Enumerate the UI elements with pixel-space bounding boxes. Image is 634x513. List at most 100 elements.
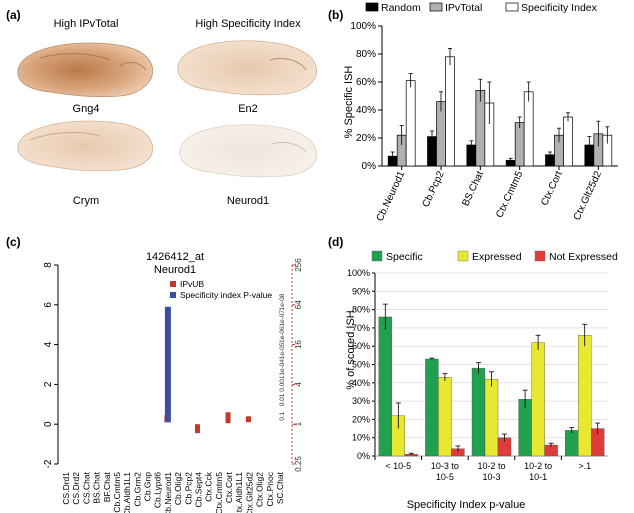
d-bar (438, 377, 452, 457)
c-legend-swatch (170, 281, 176, 287)
c-x-tick-label: Ctx.Pnoc (265, 471, 275, 506)
c-x-tick-label: Cb.Cmtm5 (112, 472, 122, 513)
c-x-tick-label: Ctx.Glt25d2 (244, 472, 254, 513)
b-y-tick-label: 60% (356, 77, 376, 88)
d-bar (531, 342, 545, 457)
c-x-tick-label: Ctx.Cmtm5 (214, 472, 224, 513)
d-legend-swatch (534, 250, 546, 262)
d-legend-label: Not Expressed (549, 251, 618, 263)
d-x-tick-label: 10-3 to 10-5 (431, 461, 459, 482)
panel-d-axes: 0% 10% 20% 30% 40% 50% 60% 70% 80% 90% 100% < 10-5 1… (347, 268, 608, 482)
c-x-tick-label: BF.Chat (102, 471, 112, 502)
c-x-tick-label: Cb.Aldh1L1 (122, 472, 132, 513)
c-x-tick-label: BS.Chat (92, 471, 102, 503)
b-x-tick-label: Ctx.Cort (539, 169, 565, 207)
panel-a: (a) High IPvTotal High Specificity Index… (6, 8, 318, 207)
b-bar (475, 90, 486, 167)
col-right-title: High Specificity Index (195, 18, 301, 30)
b-x-tick-label: Cb.Pcp2 (421, 169, 447, 209)
c-y-tick-label: -2 (43, 459, 54, 468)
c-x-tick-label: Cb.Olig2 (173, 472, 183, 505)
c-bar (164, 306, 171, 423)
panel-d: (d) Specific Expressed Not Expressed % of … (328, 235, 618, 511)
c-x-tick-label: Ctx.Cort (224, 471, 234, 503)
d-x-tick-label-line: 10-1 (529, 472, 547, 482)
c-right-small-label: 0.001 (279, 375, 286, 392)
d-y-tick-label: 60% (352, 341, 370, 351)
b-legend-label: IPvTotal (445, 2, 482, 14)
c-y-tick-label: 4 (43, 341, 54, 347)
c-legend-swatch (170, 292, 176, 298)
d-x-tick-label-line: 10-3 (482, 472, 500, 482)
panel-c-axes: -2024680.251416642560.10.010.0011e-041e-… (43, 258, 303, 513)
gene-label-gng4: Gng4 (73, 103, 100, 115)
brain-image-neurod1 (179, 124, 318, 178)
c-right-tick-label: 64 (294, 300, 303, 309)
c-bar (225, 412, 231, 424)
d-legend-label: Expressed (472, 251, 522, 263)
c-x-tick-label: Ctx.Aldh1L1 (234, 472, 244, 513)
d-y-tick-label: 90% (352, 286, 370, 296)
c-legend-label: Specificity index P-value (180, 290, 272, 300)
brain-image-crym (17, 120, 154, 172)
panel-d-tag: (d) (328, 235, 343, 249)
d-y-tick-label: 100% (347, 268, 370, 278)
panel-d-legend: Specific Expressed Not Expressed (371, 250, 618, 263)
panel-b-bars (387, 48, 613, 167)
panel-c-subtitle: Neurod1 (154, 264, 196, 276)
gene-label-en2: En2 (238, 103, 258, 115)
panel-c: (c) 1426412_at Neurod1 -2 0 2 4 6 8 0.25 1 4 16 64… (6, 235, 303, 513)
d-x-tick-label: 10-2 to 10-3 (477, 461, 505, 482)
b-legend-swatch (505, 2, 519, 12)
b-y-tick-label: 0% (362, 161, 377, 172)
d-y-tick-label: 70% (352, 323, 370, 333)
c-y-tick-label: 8 (43, 262, 54, 268)
c-x-tick-label: Cb.Lypd6 (153, 472, 163, 508)
b-legend-label: Random (381, 2, 421, 14)
b-x-tick-label: BS.Chat (460, 169, 486, 208)
b-bar (514, 122, 525, 167)
d-x-tick-label-line: 10-2 to (477, 461, 505, 471)
d-x-tick-label: < 10-5 (385, 461, 411, 471)
d-y-tick-label: 10% (352, 433, 370, 443)
d-y-tick-label: 80% (352, 305, 370, 315)
brain-image-en2 (177, 40, 318, 96)
b-legend-label: Specificity Index (521, 2, 598, 14)
d-y-tick-label: 20% (352, 414, 370, 424)
c-x-tick-label: Cb.Pcp2 (183, 472, 193, 505)
panel-b: (b) Random IPvTotal Specificity Index % Sp… (328, 2, 618, 223)
c-right-small-label: 1e-04 (279, 359, 286, 376)
c-right-small-label: 1e-05 (279, 342, 286, 359)
c-right-tick-label: 256 (294, 258, 303, 272)
d-y-tick-label: 40% (352, 378, 370, 388)
c-right-tick-label: 0.25 (294, 456, 303, 472)
c-legend-label: IPvUB (180, 279, 204, 289)
d-y-tick-label: 50% (352, 360, 370, 370)
c-right-tick-label: 1 (294, 421, 303, 426)
c-x-tick-label: CS.Drd1 (61, 472, 71, 505)
panel-b-ylabel: % Specific ISH (343, 66, 355, 139)
panel-c-title: 1426412_at (146, 251, 204, 263)
b-y-tick-label: 40% (356, 105, 376, 116)
b-bar (445, 56, 455, 167)
c-right-small-label: 1e-07 (279, 310, 286, 327)
c-bar (194, 424, 200, 434)
c-x-tick-label: CS.Drd2 (71, 472, 81, 505)
panel-d-ylabel: % of scored ISH (345, 310, 357, 390)
b-x-tick-label: Ctx.Cmtm5 (494, 169, 525, 219)
panel-c-bars (164, 306, 251, 434)
c-x-tick-label: Cb.Gnp (143, 472, 153, 502)
d-x-tick-label: >.1 (578, 461, 591, 471)
brain-image-gng4 (17, 42, 154, 98)
c-x-tick-label: Ctx.Cck (204, 471, 214, 502)
d-bar (578, 335, 592, 457)
panel-a-tag: (a) (6, 8, 21, 22)
c-y-tick-label: 2 (43, 381, 54, 387)
d-x-tick-label-line: 10-3 to (431, 461, 459, 471)
b-y-tick-label: 80% (356, 49, 376, 60)
d-bar (565, 430, 579, 457)
b-y-tick-label: 20% (356, 133, 376, 144)
gene-label-crym: Crym (73, 195, 99, 207)
